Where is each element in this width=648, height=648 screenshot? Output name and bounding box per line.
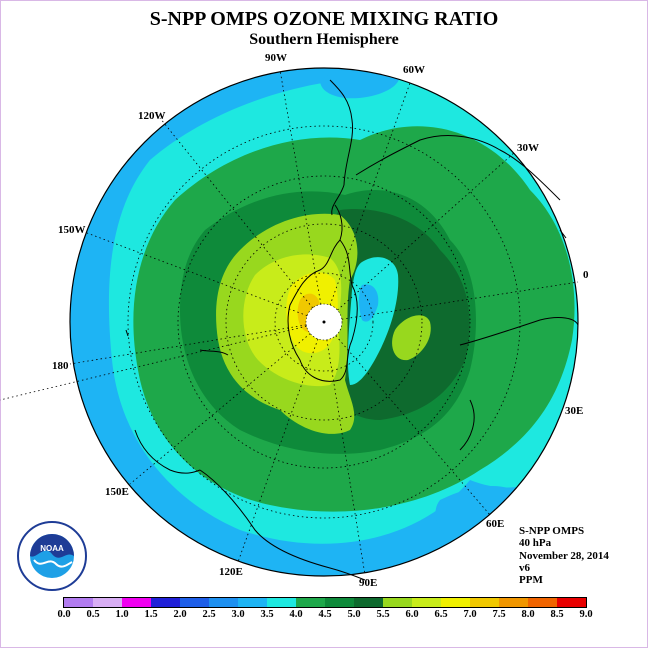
colorbar-segment [151,598,180,607]
colorbar-segment [528,598,557,607]
noaa-logo-text: NOAA [40,544,64,553]
lon-label-120w: 120W [138,110,166,122]
colorbar-tick-label: 2.5 [202,609,216,620]
colorbar-segment [180,598,209,607]
lon-label-60w: 60W [403,64,425,76]
info-level: 40 hPa [519,537,552,550]
lon-label-30e: 30E [565,405,584,417]
colorbar-tick-label: 4.0 [289,609,303,620]
lon-label-120e: 120E [219,566,243,578]
colorbar-segment [296,598,325,607]
colorbar-tick-label: 1.5 [144,609,158,620]
info-date: November 28, 2014 [519,549,609,562]
map-subtitle: Southern Hemisphere [249,31,399,48]
colorbar-segment [383,598,412,607]
colorbar-segment [470,598,499,607]
colorbar-segment [122,598,151,607]
colorbar-tick-label: 6.0 [405,609,419,620]
product-info: S-NPP OMPS 40 hPa November 28, 2014 v6 P… [519,525,609,586]
contour-blob-5-5 [392,315,431,361]
latitude-grid [127,125,521,519]
map-boundary [69,67,579,577]
colorbar-tick-label: 9.0 [579,609,593,620]
colorbar-tick-label: 7.5 [492,609,506,620]
colorbar-segment [267,598,296,607]
longitude-grid [0,69,579,576]
info-instrument: S-NPP OMPS [519,525,585,537]
lon-label-150w: 150W [58,224,86,236]
colorbar-segment [499,598,528,607]
colorbar-tick-label: 6.5 [434,609,448,620]
south-pole-marker [322,320,326,324]
lon-label-0: 0 [583,269,589,281]
colorbar-tick-label: 7.0 [463,609,477,620]
colorbar-segment [557,598,586,607]
lon-label-90e: 90E [359,577,378,589]
colorbar-ticks: 0.0 0.5 1.0 1.5 2.0 2.5 3.0 3.5 4.0 4.5 5.0 5.5 6.0 6… [0,609,648,623]
lon-label-30w: 30W [517,142,539,154]
colorbar-segment [238,598,267,607]
colorbar-tick-label: 8.0 [521,609,535,620]
coastlines [125,79,579,581]
colorbar-tick-label: 8.5 [550,609,564,620]
colorbar-tick-label: 0.5 [86,609,100,620]
noaa-logo-icon: NOAA [17,521,87,591]
colorbar-segment [209,598,238,607]
lon-label-60e: 60E [486,518,505,530]
colorbar-segment [412,598,441,607]
map-title: S-NPP OMPS OZONE MIXING RATIO [149,8,499,30]
colorbar-segment [441,598,470,607]
colorbar-segment [93,598,122,607]
colorbar-tick-label: 5.5 [376,609,390,620]
colorbar-segment [64,598,93,607]
contour-tongue-3-0 [359,284,379,322]
lon-label-180: 180 [52,360,69,372]
colorbar [63,597,587,608]
colorbar-segment [325,598,354,607]
colorbar-tick-label: 5.0 [347,609,361,620]
colorbar-tick-label: 3.5 [260,609,274,620]
colorbar-tick-label: 4.5 [318,609,332,620]
colorbar-segment [354,598,383,607]
contour-lower-3-0 [435,485,520,536]
colorbar-tick-label: 0.0 [57,609,71,620]
colorbar-tick-label: 2.0 [173,609,187,620]
lon-label-150e: 150E [105,486,129,498]
colorbar-tick-label: 1.0 [115,609,129,620]
info-units: PPM [519,574,543,587]
lon-label-90w: 90W [265,52,287,64]
colorbar-tick-label: 3.0 [231,609,245,620]
info-version: v6 [519,561,530,574]
